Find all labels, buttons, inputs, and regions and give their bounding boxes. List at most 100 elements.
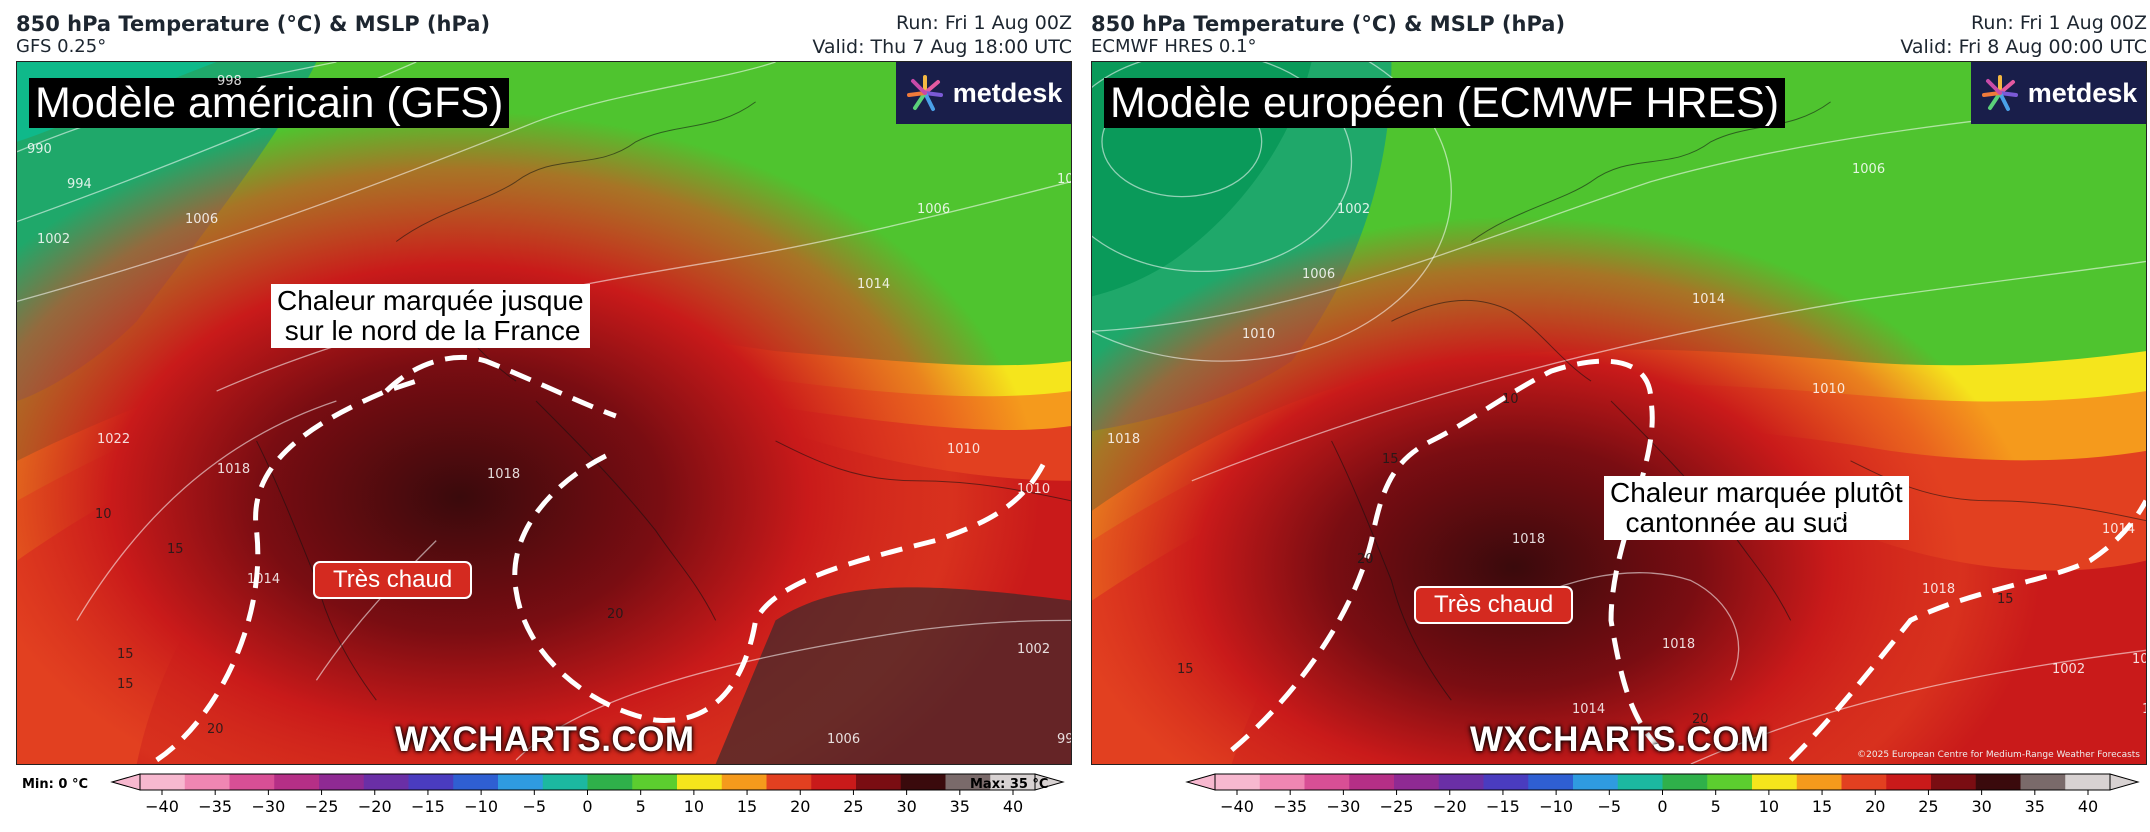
ecmwf-map[interactable]: Modèle européen (ECMWF HRES) metdesk Cha… bbox=[1091, 61, 2147, 765]
colorbar-tick-label: −25 bbox=[1380, 797, 1414, 816]
min-label: Min: 0 °C bbox=[22, 777, 88, 792]
colorbar-segment bbox=[363, 774, 409, 790]
gfs-map[interactable]: Modèle américain (GFS) metdesk Chaleur m… bbox=[16, 61, 1072, 765]
metdesk-flower-icon bbox=[906, 75, 943, 111]
isobar-label: 1014 bbox=[2102, 522, 2136, 537]
temperature-contour-label: 15 bbox=[1382, 452, 1399, 467]
very-hot-badge: Très chaud bbox=[1414, 586, 1574, 624]
metdesk-logo: metdesk bbox=[896, 62, 1071, 124]
temperature-contour-label: 20 bbox=[1692, 712, 1709, 727]
colorbar-segment bbox=[632, 774, 678, 790]
isobar-label: 1002 bbox=[1337, 202, 1371, 217]
temperature-contour-label: 20 bbox=[1357, 552, 1374, 567]
isobar-label: 1006 bbox=[917, 202, 951, 217]
colorbar-segment bbox=[229, 774, 275, 790]
isobar-label: 994 bbox=[67, 177, 92, 192]
model-label: Modèle européen (ECMWF HRES) bbox=[1104, 78, 1786, 128]
model-subtitle: GFS 0.25° bbox=[16, 36, 107, 57]
isobar-label: 1018 bbox=[1662, 637, 1696, 652]
colorbar-segment bbox=[1215, 774, 1261, 790]
run-label: Run: Fri 1 Aug 00Z bbox=[1970, 12, 2147, 34]
colorbar-tick-label: −15 bbox=[411, 797, 445, 816]
colorbar-segment bbox=[1259, 774, 1305, 790]
colorbar-tick-label: 20 bbox=[790, 797, 810, 816]
colorbar-segment bbox=[1975, 774, 2021, 790]
isobar-label: 1010 bbox=[947, 442, 981, 457]
isobar-label: 1002 bbox=[2052, 662, 2086, 677]
heat-annotation: Chaleur marquée jusque sur le nord de la… bbox=[271, 284, 590, 348]
isobar-label: 1014 bbox=[1572, 702, 1606, 717]
colorbar-segment bbox=[1483, 774, 1529, 790]
colorbar-tick-label: 25 bbox=[843, 797, 863, 816]
gfs-panel: 850 hPa Temperature (°C) & MSLP (hPa) GF… bbox=[16, 12, 1072, 816]
model-label: Modèle américain (GFS) bbox=[29, 78, 510, 128]
wxcharts-watermark: WXCHARTS.COM bbox=[395, 720, 695, 759]
isobar-label: 1014 bbox=[857, 277, 891, 292]
temperature-contour-label: 10 bbox=[95, 507, 112, 522]
colorbar-tick-label: 35 bbox=[950, 797, 970, 816]
temperature-colorbar: −40 −35 −30 −25 −20 −15 −10 −5 0 5 10 15 20 25 30 35 40 bbox=[110, 773, 1065, 816]
temperature-contour-label: 15 bbox=[1177, 662, 1194, 677]
isobar-label: 1014 bbox=[1832, 512, 1866, 527]
colorbar-segment bbox=[1707, 774, 1753, 790]
colorbar-tick-label: −5 bbox=[1598, 797, 1622, 816]
valid-label: Valid: Fri 8 Aug 00:00 UTC bbox=[1900, 36, 2147, 58]
colorbar-segment bbox=[1528, 774, 1574, 790]
colorbar-segment bbox=[1438, 774, 1484, 790]
temperature-colorbar: −40 −35 −30 −25 −20 −15 −10 −5 0 5 10 15 20 25 30 35 40 bbox=[1185, 773, 2140, 816]
colorbar-tick-label: 10 bbox=[684, 797, 704, 816]
isobar-label: 1014 bbox=[247, 572, 281, 587]
colorbar-tick-label: 40 bbox=[1003, 797, 1023, 816]
colorbar-segment bbox=[1752, 774, 1798, 790]
isobar-label: 1018 bbox=[1107, 432, 1141, 447]
metdesk-text: metdesk bbox=[952, 77, 1063, 108]
colorbar-segment bbox=[1796, 774, 1842, 790]
colorbar-max-arrow bbox=[2109, 773, 2140, 791]
metdesk-flower-icon bbox=[1981, 75, 2018, 111]
colorbar-tick-label: 0 bbox=[582, 797, 592, 816]
colorbar-segment bbox=[542, 774, 588, 790]
temperature-contour-label: 15 bbox=[117, 677, 134, 692]
colorbar-segment bbox=[498, 774, 544, 790]
colorbar-tick-label: 30 bbox=[1971, 797, 1991, 816]
colorbar-tick-label: −40 bbox=[1220, 797, 1254, 816]
colorbar-segment bbox=[1662, 774, 1708, 790]
ecmwf-panel: 850 hPa Temperature (°C) & MSLP (hPa) EC… bbox=[1075, 0, 2150, 832]
colorbar-tick-label: −35 bbox=[1273, 797, 1307, 816]
colorbar-tick-label: 20 bbox=[1865, 797, 1885, 816]
isobar-label: 1006 bbox=[2142, 702, 2146, 717]
temperature-field bbox=[17, 62, 1071, 764]
colorbar-tick-label: 30 bbox=[896, 797, 916, 816]
colorbar-tick-label: 5 bbox=[636, 797, 646, 816]
isobar-label: 1006 bbox=[185, 212, 219, 227]
colorbar-segment bbox=[408, 774, 454, 790]
colorbar-tick-label: 40 bbox=[2078, 797, 2098, 816]
temperature-contour-label: 20 bbox=[607, 607, 624, 622]
isobar-label: 1014 bbox=[1692, 292, 1726, 307]
temperature-contour-label: 20 bbox=[207, 722, 224, 737]
colorbar-tick-label: −15 bbox=[1486, 797, 1520, 816]
isobar-label: 998 bbox=[1057, 732, 1071, 747]
max-label: Max: 35 °C bbox=[970, 777, 1049, 792]
isobar-label: 1006 bbox=[1057, 172, 1072, 187]
colorbar-tick-label: −25 bbox=[305, 797, 339, 816]
colorbar-tick-label: −20 bbox=[1433, 797, 1467, 816]
colorbar-tick-label: 25 bbox=[1918, 797, 1938, 816]
run-label: Run: Fri 1 Aug 00Z bbox=[895, 12, 1072, 34]
colorbar-min-arrow bbox=[110, 773, 141, 791]
metdesk-text: metdesk bbox=[2027, 77, 2138, 108]
isobar-label: 1018 bbox=[1922, 582, 1956, 597]
colorbar-tick-label: 15 bbox=[1812, 797, 1832, 816]
colorbar-tick-label: 5 bbox=[1711, 797, 1721, 816]
colorbar-segment bbox=[856, 774, 902, 790]
colorbar-segment bbox=[2065, 774, 2111, 790]
isobar-label: 1002 bbox=[1017, 642, 1051, 657]
colorbar-tick-label: −35 bbox=[198, 797, 232, 816]
colorbar-tick-label: 0 bbox=[1657, 797, 1667, 816]
ecmwf-copyright: ©2025 European Centre for Medium-Range W… bbox=[1857, 750, 2140, 760]
chart-title: 850 hPa Temperature (°C) & MSLP (hPa) bbox=[16, 12, 491, 36]
model-subtitle: ECMWF HRES 0.1° bbox=[1091, 36, 1257, 57]
colorbar-tick-label: 10 bbox=[1759, 797, 1779, 816]
colorbar-tick-label: −5 bbox=[523, 797, 547, 816]
isobar-label: 1006 bbox=[1852, 162, 1886, 177]
